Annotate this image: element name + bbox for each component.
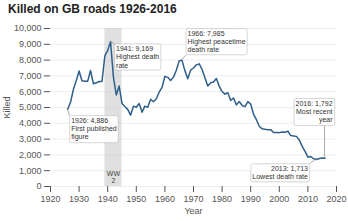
svg-text:Killed: Killed [2, 96, 12, 118]
svg-text:1,000: 1,000 [19, 166, 42, 176]
svg-text:1926: 4,886First publishedfigu: 1926: 4,886First publishedfigure [71, 117, 117, 141]
svg-text:1966: 7,985Highest peacetimede: 1966: 7,985Highest peacetimedeath rate [188, 30, 246, 53]
svg-text:2010: 2010 [298, 194, 318, 204]
svg-text:0: 0 [36, 181, 41, 191]
svg-text:7,000: 7,000 [19, 71, 42, 81]
svg-text:6,000: 6,000 [19, 87, 42, 97]
svg-text:1990: 1990 [241, 194, 261, 204]
svg-text:2,000: 2,000 [19, 150, 42, 160]
svg-text:2016: 1,792Most recentyear: 2016: 1,792Most recentyear [296, 100, 334, 124]
svg-text:2020: 2020 [326, 194, 346, 204]
svg-text:1960: 1960 [155, 194, 175, 204]
svg-text:5,000: 5,000 [19, 102, 42, 112]
svg-text:1941: 9,169Highest deathrate: 1941: 9,169Highest deathrate [116, 45, 159, 68]
svg-text:2000: 2000 [269, 194, 289, 204]
svg-text:4,000: 4,000 [19, 118, 42, 128]
html-text:Killed on GB roads 1926-2016: Killed on GB roads 1926-2016 [8, 2, 177, 16]
svg-text:1940: 1940 [98, 194, 118, 204]
svg-text:1970: 1970 [183, 194, 203, 204]
svg-text:1950: 1950 [126, 194, 146, 204]
svg-text:WW2: WW2 [107, 170, 121, 184]
svg-text:1920: 1920 [40, 194, 60, 204]
svg-text:8,000: 8,000 [19, 55, 42, 65]
svg-text:9,000: 9,000 [19, 39, 42, 49]
svg-text:Year: Year [184, 206, 202, 216]
svg-text:1930: 1930 [69, 194, 89, 204]
svg-text:2013: 1,713Lowest death rate: 2013: 1,713Lowest death rate [252, 165, 308, 180]
svg-text:1980: 1980 [212, 194, 232, 204]
svg-text:3,000: 3,000 [19, 134, 42, 144]
svg-text:10,000: 10,000 [14, 23, 42, 33]
